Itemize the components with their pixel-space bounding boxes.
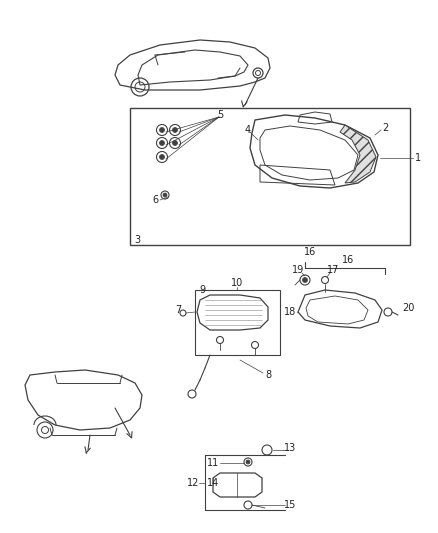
Text: 13: 13 bbox=[284, 443, 296, 453]
Text: 19: 19 bbox=[292, 265, 304, 275]
Text: 6: 6 bbox=[152, 195, 158, 205]
Text: 14: 14 bbox=[207, 478, 219, 488]
Text: 5: 5 bbox=[217, 110, 223, 120]
Text: 3: 3 bbox=[134, 235, 140, 245]
Circle shape bbox=[159, 141, 165, 146]
Text: 15: 15 bbox=[284, 500, 296, 510]
Text: 1: 1 bbox=[415, 153, 421, 163]
Circle shape bbox=[163, 193, 167, 197]
Text: 2: 2 bbox=[382, 123, 388, 133]
Text: 7: 7 bbox=[175, 305, 181, 315]
Text: 16: 16 bbox=[342, 255, 354, 265]
Text: 4: 4 bbox=[245, 125, 251, 135]
Circle shape bbox=[303, 278, 307, 282]
Text: 8: 8 bbox=[265, 370, 271, 380]
Circle shape bbox=[159, 155, 165, 159]
Text: 16: 16 bbox=[304, 247, 316, 257]
Circle shape bbox=[159, 127, 165, 133]
Text: 12: 12 bbox=[187, 478, 199, 488]
Text: 11: 11 bbox=[207, 458, 219, 468]
Circle shape bbox=[173, 127, 177, 133]
Text: 20: 20 bbox=[402, 303, 414, 313]
Text: 9: 9 bbox=[199, 285, 205, 295]
Circle shape bbox=[173, 141, 177, 146]
Bar bbox=[195, 290, 280, 355]
Circle shape bbox=[246, 460, 250, 464]
Text: 10: 10 bbox=[231, 278, 243, 288]
Bar bbox=[130, 108, 410, 245]
Polygon shape bbox=[340, 125, 376, 183]
Text: 17: 17 bbox=[327, 265, 339, 275]
Text: 18: 18 bbox=[284, 307, 296, 317]
